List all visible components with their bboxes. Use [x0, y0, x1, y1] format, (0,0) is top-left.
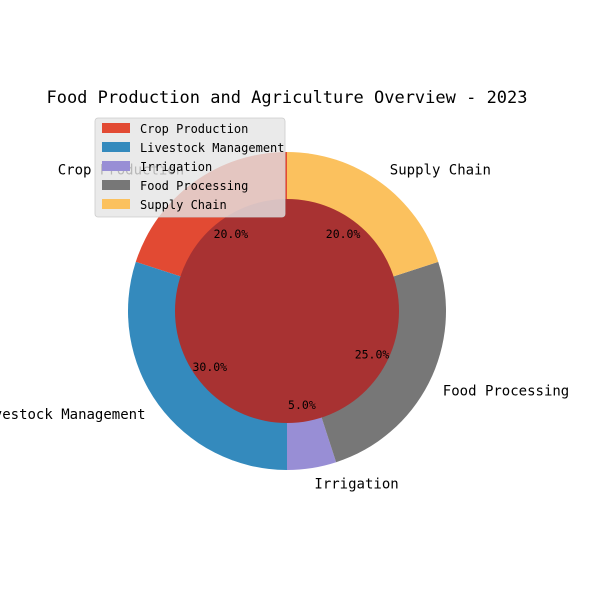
slice-label-supply-chain: Supply Chain [390, 163, 491, 179]
slice-percent-supply-chain: 20.0% [326, 227, 361, 241]
legend-label-supply-chain: Supply Chain [140, 198, 227, 212]
slice-label-livestock-management: Livestock Management [0, 407, 146, 423]
chart-title: Food Production and Agriculture Overview… [46, 88, 527, 108]
legend-label-food-processing: Food Processing [140, 179, 248, 193]
legend-label-irrigation: Irrigation [140, 160, 212, 174]
legend-swatch-supply-chain [102, 199, 130, 209]
slice-percent-irrigation: 5.0% [288, 398, 316, 412]
legend-swatch-food-processing [102, 180, 130, 190]
slice-percent-livestock-management: 30.0% [192, 360, 227, 374]
donut-center [175, 199, 399, 423]
legend-label-crop-production: Crop Production [140, 122, 248, 136]
legend-frame [94, 117, 286, 218]
legend-items: Crop Production Livestock Management Irrig… [102, 122, 285, 212]
slice-label-irrigation: Irrigation [314, 477, 398, 493]
slice-percent-crop-production: 20.0% [214, 227, 249, 241]
legend-label-livestock-management: Livestock Management [140, 141, 285, 155]
legend-swatch-livestock-management [102, 142, 130, 152]
legend: Crop Production Livestock Management Irrig… [94, 117, 286, 218]
legend-swatch-crop-production [102, 123, 130, 133]
slice-label-food-processing: Food Processing [443, 383, 569, 399]
legend-swatch-irrigation [102, 161, 130, 171]
slice-percent-food-processing: 25.0% [355, 347, 390, 361]
